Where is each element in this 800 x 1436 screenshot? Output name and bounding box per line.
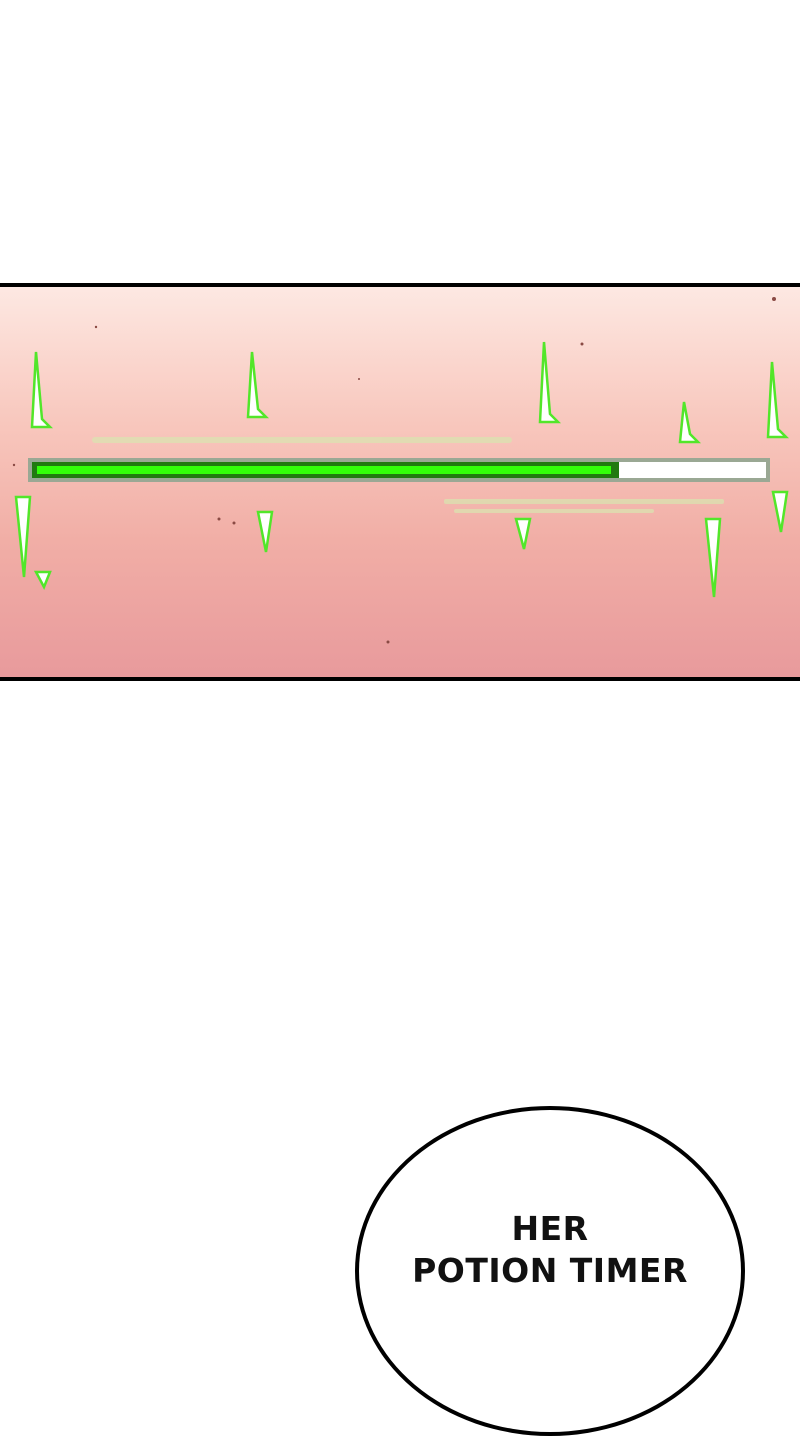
comic-panel: [0, 283, 800, 681]
speech-bubble: HER POTION TIMER: [355, 1106, 745, 1436]
potion-timer-bar: [28, 458, 770, 482]
green-shard: [14, 495, 32, 578]
green-shard: [33, 570, 52, 590]
bubble-text: HER POTION TIMER: [359, 1208, 741, 1292]
green-shard: [538, 341, 562, 424]
green-shard: [766, 361, 790, 439]
bubble-line-1: HER: [511, 1209, 589, 1248]
green-shard: [256, 510, 274, 553]
bar-track: [32, 462, 766, 478]
bubble-line-2: POTION TIMER: [412, 1251, 688, 1290]
green-shard: [514, 517, 532, 550]
green-shard: [30, 351, 54, 429]
green-shard: [704, 517, 722, 598]
shards: [14, 341, 790, 598]
green-shard: [246, 351, 270, 419]
green-shard: [771, 490, 789, 533]
green-shard: [678, 401, 702, 444]
bar-fill: [32, 462, 620, 478]
green-shard-effects: [12, 297, 790, 644]
